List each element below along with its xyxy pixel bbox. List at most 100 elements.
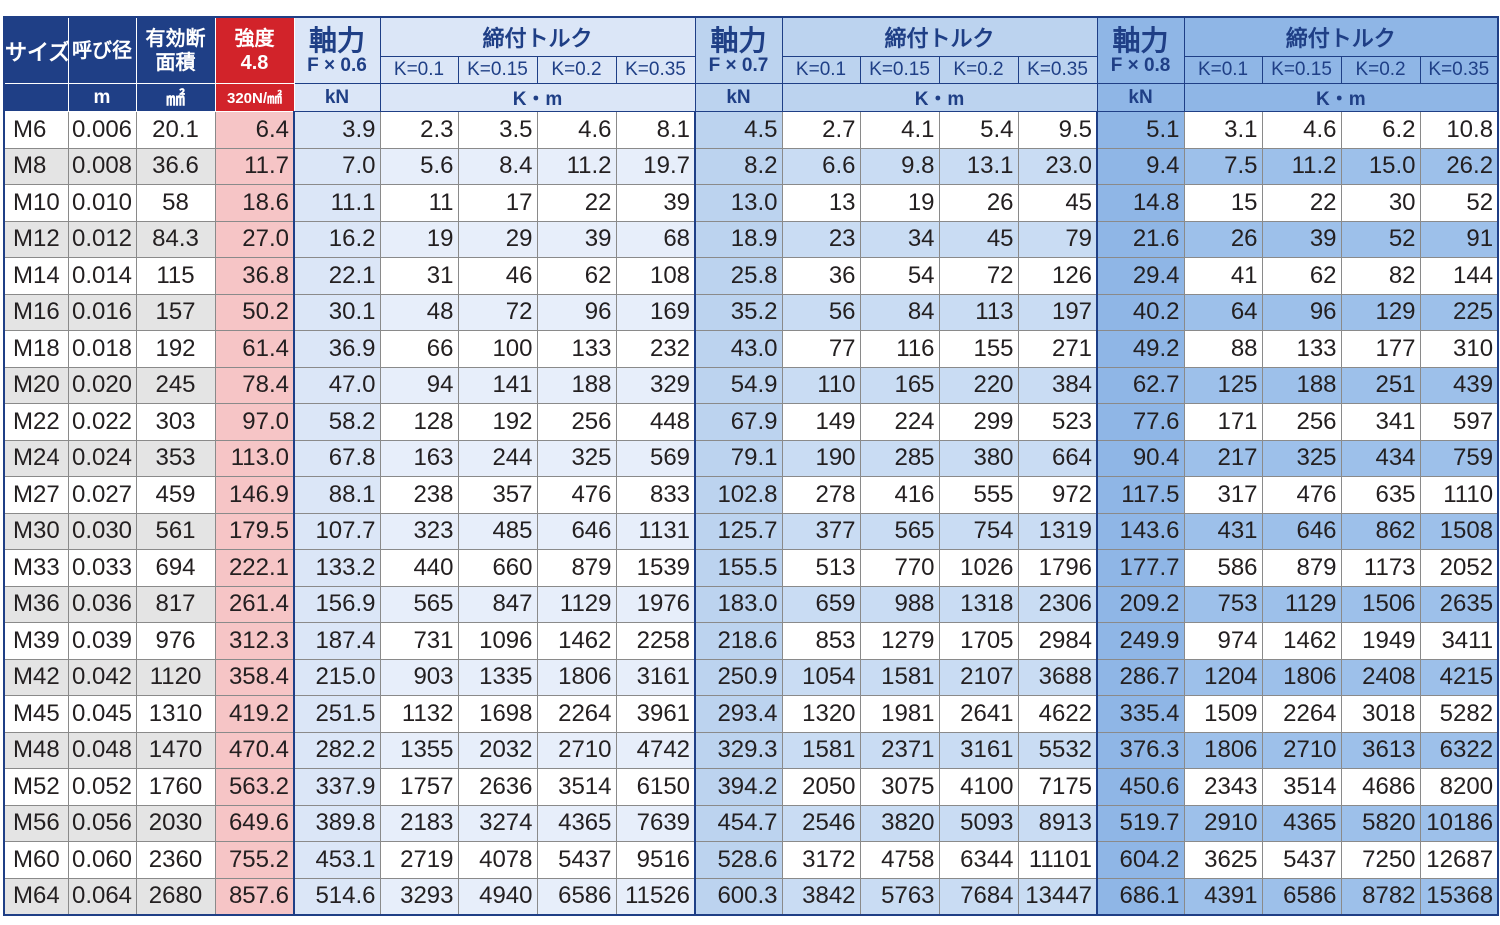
cell-torque-b-k2: 3075 [860, 768, 940, 806]
cell-torque-c-k3: 635 [1341, 476, 1421, 514]
cell-axial-a: 36.9 [294, 330, 381, 368]
cell-torque-c-k3: 5820 [1341, 805, 1421, 842]
cell-torque-c-k3: 1506 [1341, 586, 1421, 623]
cell-size: M60 [4, 841, 69, 879]
cell-torque-b-k1: 2050 [782, 768, 861, 806]
cell-nominal: 0.027 [68, 476, 137, 514]
cell-torque-b-k4: 197 [1018, 294, 1099, 331]
cell-torque-b-k2: 1279 [860, 622, 940, 660]
cell-torque-b-k2: 116 [860, 330, 940, 368]
cell-strength: 78.4 [215, 367, 295, 404]
header-k-c-1: K=0.1 [1183, 56, 1263, 84]
cell-torque-b-k4: 271 [1018, 330, 1099, 368]
cell-torque-c-k3: 6.2 [1341, 111, 1421, 149]
table-row: M30 0.030 561 179.5 107.7 323 485 646 1131 125.7 3… [4, 513, 1500, 550]
cell-torque-b-k2: 416 [860, 476, 940, 514]
cell-size: M16 [4, 294, 69, 331]
cell-area: 817 [136, 586, 216, 623]
cell-axial-a: 3.9 [294, 111, 381, 149]
cell-torque-c-k4: 144 [1420, 257, 1500, 295]
cell-torque-c-k2: 646 [1262, 513, 1342, 550]
header-strength-line2: 4.8 [240, 51, 269, 74]
cell-torque-a-k4: 9516 [616, 841, 697, 879]
table-row: M20 0.020 245 78.4 47.0 94 141 188 329 54.9 110 165… [4, 367, 1500, 404]
cell-torque-c-k1: 2910 [1184, 805, 1263, 842]
table-row: M18 0.018 192 61.4 36.9 66 100 133 232 43.0 77 116 1… [4, 330, 1500, 368]
cell-torque-c-k4: 91 [1420, 221, 1500, 258]
table-row: M56 0.056 2030 649.6 389.8 2183 3274 4365 7639 45… [4, 805, 1500, 842]
cell-size: M24 [4, 440, 69, 477]
cell-torque-b-k2: 565 [860, 513, 940, 550]
cell-axial-a: 58.2 [294, 403, 381, 441]
cell-area: 459 [136, 476, 216, 514]
cell-torque-c-k4: 225 [1420, 294, 1500, 331]
cell-torque-c-k1: 1204 [1184, 659, 1263, 696]
cell-torque-a-k1: 163 [380, 440, 459, 477]
table-row: M22 0.022 303 97.0 58.2 128 192 256 448 67.9 149 22… [4, 403, 1500, 441]
cell-torque-a-k3: 96 [537, 294, 617, 331]
cell-axial-a: 30.1 [294, 294, 381, 331]
cell-area: 561 [136, 513, 216, 550]
cell-torque-a-k2: 2032 [458, 732, 538, 769]
cell-torque-a-k2: 1096 [458, 622, 538, 660]
cell-axial-b: 67.9 [695, 403, 783, 441]
cell-nominal: 0.016 [68, 294, 137, 331]
cell-torque-a-k4: 833 [616, 476, 697, 514]
cell-torque-b-k3: 6344 [939, 841, 1019, 879]
cell-torque-c-k3: 82 [1341, 257, 1421, 295]
cell-torque-b-k4: 3688 [1018, 659, 1099, 696]
cell-torque-b-k3: 1705 [939, 622, 1019, 660]
cell-size: M36 [4, 586, 69, 623]
cell-torque-a-k4: 6150 [616, 768, 697, 806]
cell-axial-a: 453.1 [294, 841, 381, 879]
cell-torque-b-k2: 165 [860, 367, 940, 404]
cell-torque-c-k2: 39 [1262, 221, 1342, 258]
table-row: M10 0.010 58 18.6 11.1 11 17 22 39 13.0 13 19 26 45 14… [4, 184, 1500, 222]
cell-torque-c-k1: 431 [1184, 513, 1263, 550]
cell-nominal: 0.014 [68, 257, 137, 295]
cell-torque-c-k4: 1508 [1420, 513, 1500, 550]
cell-torque-b-k3: 1026 [939, 549, 1019, 587]
cell-torque-a-k2: 244 [458, 440, 538, 477]
header-area: 有効断 面積 [135, 16, 216, 84]
cell-torque-b-k2: 54 [860, 257, 940, 295]
header-k-a-3: K=0.2 [536, 56, 617, 84]
table-row: M14 0.014 115 36.8 22.1 31 46 62 108 25.8 36 54 72 12… [4, 257, 1500, 295]
cell-area: 1470 [136, 732, 216, 769]
cell-size: M30 [4, 513, 69, 550]
cell-torque-c-k4: 597 [1420, 403, 1500, 441]
cell-torque-a-k1: 2719 [380, 841, 459, 879]
cell-torque-c-k4: 1110 [1420, 476, 1500, 514]
cell-strength: 312.3 [215, 622, 295, 660]
cell-area: 976 [136, 622, 216, 660]
cell-torque-c-k4: 439 [1420, 367, 1500, 404]
header-k-c-3: K=0.2 [1340, 56, 1421, 84]
cell-size: M12 [4, 221, 69, 258]
cell-area: 353 [136, 440, 216, 477]
cell-torque-c-k4: 6322 [1420, 732, 1500, 769]
cell-strength: 50.2 [215, 294, 295, 331]
cell-torque-c-k2: 133 [1262, 330, 1342, 368]
table-row: M33 0.033 694 222.1 133.2 440 660 879 1539 155.5 5… [4, 549, 1500, 587]
cell-nominal: 0.012 [68, 221, 137, 258]
cell-nominal: 0.020 [68, 367, 137, 404]
cell-nominal: 0.022 [68, 403, 137, 441]
cell-torque-a-k1: 323 [380, 513, 459, 550]
cell-nominal: 0.045 [68, 695, 137, 733]
header-torque-b: 締付トルク [781, 16, 1098, 57]
cell-size: M42 [4, 659, 69, 696]
cell-torque-c-k3: 30 [1341, 184, 1421, 222]
cell-axial-c: 90.4 [1097, 440, 1185, 477]
cell-torque-a-k2: 3.5 [458, 111, 538, 149]
cell-torque-c-k2: 188 [1262, 367, 1342, 404]
cell-torque-b-k2: 770 [860, 549, 940, 587]
header-strength: 強度 4.8 [214, 16, 295, 84]
cell-strength: 113.0 [215, 440, 295, 477]
table-row: M36 0.036 817 261.4 156.9 565 847 1129 1976 183.0… [4, 586, 1500, 623]
table-row: M52 0.052 1760 563.2 337.9 1757 2636 3514 6150 39… [4, 768, 1500, 806]
cell-torque-b-k1: 2546 [782, 805, 861, 842]
cell-torque-a-k4: 1976 [616, 586, 697, 623]
cell-torque-b-k1: 13 [782, 184, 861, 222]
cell-axial-c: 519.7 [1097, 805, 1185, 842]
cell-torque-b-k3: 555 [939, 476, 1019, 514]
